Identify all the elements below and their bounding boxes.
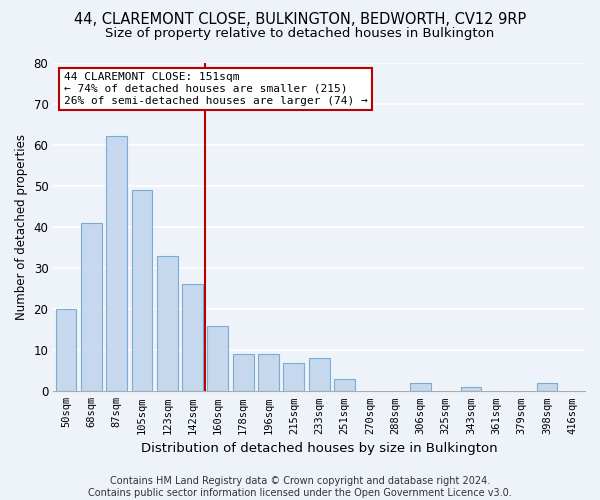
- Bar: [106, 136, 127, 392]
- Bar: [309, 358, 329, 392]
- Text: Size of property relative to detached houses in Bulkington: Size of property relative to detached ho…: [106, 28, 494, 40]
- Bar: [182, 284, 203, 392]
- Bar: [233, 354, 254, 392]
- Bar: [258, 354, 279, 392]
- Bar: [410, 383, 431, 392]
- Text: 44, CLAREMONT CLOSE, BULKINGTON, BEDWORTH, CV12 9RP: 44, CLAREMONT CLOSE, BULKINGTON, BEDWORT…: [74, 12, 526, 28]
- Bar: [157, 256, 178, 392]
- Bar: [461, 387, 481, 392]
- Bar: [536, 383, 557, 392]
- Bar: [56, 309, 76, 392]
- Bar: [208, 326, 228, 392]
- Bar: [81, 223, 101, 392]
- Bar: [283, 362, 304, 392]
- Bar: [131, 190, 152, 392]
- Bar: [334, 379, 355, 392]
- Text: Contains HM Land Registry data © Crown copyright and database right 2024.
Contai: Contains HM Land Registry data © Crown c…: [88, 476, 512, 498]
- X-axis label: Distribution of detached houses by size in Bulkington: Distribution of detached houses by size …: [141, 442, 497, 455]
- Text: 44 CLAREMONT CLOSE: 151sqm
← 74% of detached houses are smaller (215)
26% of sem: 44 CLAREMONT CLOSE: 151sqm ← 74% of deta…: [64, 72, 368, 106]
- Y-axis label: Number of detached properties: Number of detached properties: [15, 134, 28, 320]
